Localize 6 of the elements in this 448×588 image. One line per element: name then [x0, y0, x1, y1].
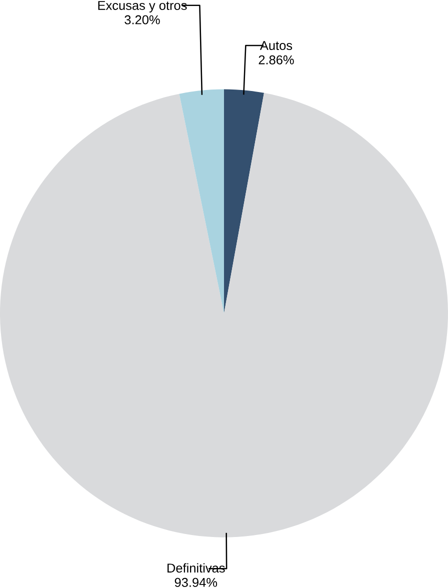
slice-label: Definitivas [168, 563, 225, 573]
data-label: 2.86% [258, 55, 294, 64]
slice-label: Excusas y otros [98, 1, 187, 12]
slice-label: Autos [260, 41, 292, 50]
data-label: 3.20% [124, 15, 160, 24]
data-label: 93.94% [174, 578, 218, 587]
